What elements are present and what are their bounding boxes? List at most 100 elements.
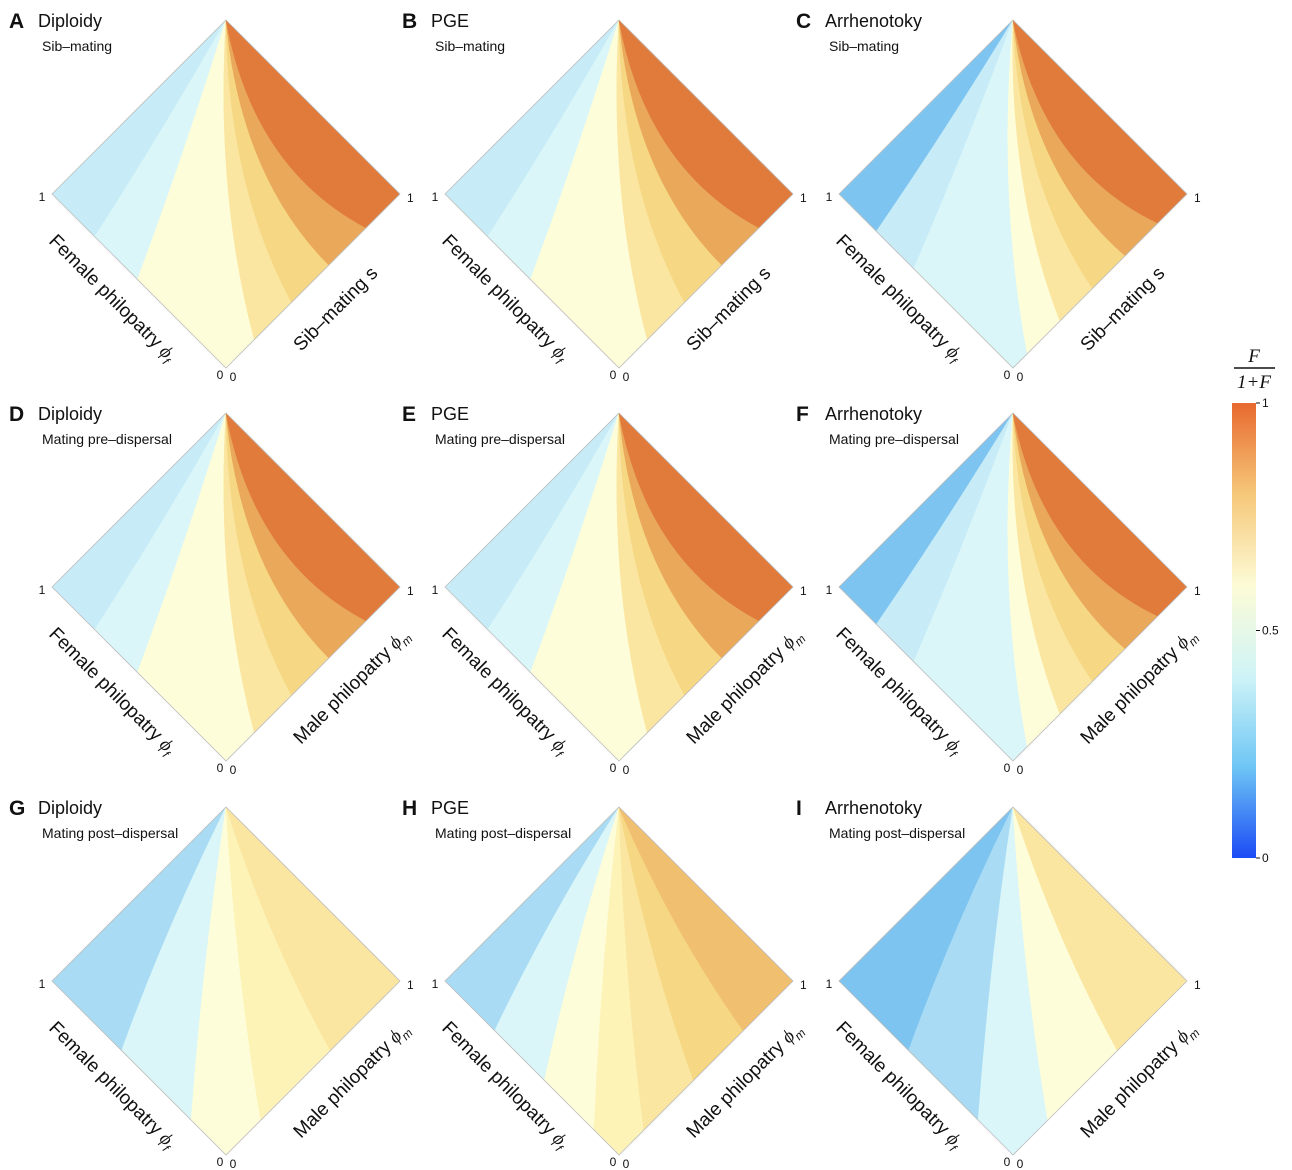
left-axis-tick-max: 1: [432, 977, 439, 991]
diamond-frame: [838, 19, 1188, 369]
left-axis-tick-max: 1: [39, 190, 46, 204]
diamond-frame: [838, 412, 1188, 762]
colorbar-ticks: 10.50: [1256, 396, 1279, 865]
panel-letter: B: [402, 10, 417, 33]
left-axis-tick-max: 1: [826, 977, 833, 991]
panel-letter: I: [796, 797, 802, 820]
panel-title: Diploidy: [38, 798, 102, 818]
heatmap-bands: [839, 20, 1187, 368]
colorbar-title-denominator: 1+F: [1237, 372, 1271, 393]
left-axis-tick-max: 1: [432, 190, 439, 204]
colorbar-tick-label: 1: [1262, 396, 1269, 410]
heatmap-bands: [52, 20, 400, 368]
left-axis-tick-min: 0: [1004, 368, 1011, 382]
panel-subtitle: Sib–mating: [42, 38, 112, 54]
heatmap-band: [618, 807, 793, 1032]
right-axis-tick-max: 1: [800, 584, 807, 598]
right-axis-tick-min: 0: [230, 1157, 237, 1170]
left-axis-tick-min: 0: [1004, 1155, 1011, 1169]
heatmap-band: [225, 807, 400, 1052]
right-axis-tick-min: 0: [623, 763, 630, 777]
diamond-frame: [444, 412, 794, 762]
left-axis-tick-min: 0: [610, 368, 617, 382]
panel-title: Diploidy: [38, 11, 102, 31]
panel-letter: C: [796, 10, 811, 33]
heatmap-band: [1012, 20, 1187, 224]
heatmap-bands: [445, 807, 793, 1155]
panel-letter: D: [9, 403, 24, 426]
right-axis-tick-min: 0: [1017, 763, 1024, 777]
heatmap-band: [618, 413, 793, 622]
right-axis-tick-max: 1: [1194, 978, 1201, 992]
left-axis-tick-min: 0: [217, 761, 224, 775]
heatmap-band: [225, 413, 400, 622]
right-axis-tick-min: 0: [230, 370, 237, 384]
right-axis-tick-max: 1: [1194, 191, 1201, 205]
diamond-frame: [51, 19, 401, 369]
right-axis-tick-min: 0: [1017, 1157, 1024, 1170]
colorbar-title-numerator: F: [1247, 346, 1260, 367]
panel-subtitle: Mating post–dispersal: [829, 825, 965, 841]
panel-subtitle: Mating post–dispersal: [42, 825, 178, 841]
right-axis-tick-max: 1: [800, 978, 807, 992]
panel-subtitle: Mating post–dispersal: [435, 825, 571, 841]
right-axis-tick-max: 1: [800, 191, 807, 205]
left-axis-tick-min: 0: [217, 1155, 224, 1169]
heatmap-band: [225, 20, 400, 229]
right-axis-tick-min: 0: [623, 1157, 630, 1170]
panel-subtitle: Mating pre–dispersal: [42, 431, 172, 447]
left-axis-tick-min: 0: [610, 1155, 617, 1169]
right-axis-tick-min: 0: [1017, 370, 1024, 384]
right-axis-tick-min: 0: [230, 763, 237, 777]
panel-letter: E: [402, 403, 416, 426]
left-axis-tick-max: 1: [826, 190, 833, 204]
heatmap-band: [618, 20, 793, 229]
diamond-frame: [51, 806, 401, 1156]
right-axis-tick-max: 1: [407, 584, 414, 598]
panel-letter: F: [796, 403, 809, 426]
left-axis-tick-max: 1: [826, 583, 833, 597]
right-axis-tick-min: 0: [623, 370, 630, 384]
heatmap-band: [1012, 413, 1187, 617]
right-axis-tick-max: 1: [1194, 584, 1201, 598]
panel-letter: A: [9, 10, 24, 33]
left-axis-tick-min: 0: [610, 761, 617, 775]
heatmap-bands: [839, 413, 1187, 761]
left-axis-tick-max: 1: [432, 583, 439, 597]
diamond-frame: [444, 806, 794, 1156]
diamond-frame: [51, 412, 401, 762]
heatmap-bands: [839, 807, 1187, 1155]
panel-subtitle: Mating pre–dispersal: [435, 431, 565, 447]
panel-title: PGE: [431, 404, 469, 424]
heatmap-bands: [445, 413, 793, 761]
diamond-frame: [444, 19, 794, 369]
colorbar-tick-label: 0.5: [1262, 624, 1279, 638]
colorbar-legend: F 1+F 10.50: [1232, 346, 1279, 865]
panel-letter: G: [9, 797, 25, 820]
right-axis-tick-max: 1: [407, 978, 414, 992]
diamond-frame: [838, 806, 1188, 1156]
panel-title: Diploidy: [38, 404, 102, 424]
colorbar-gradient: [1232, 403, 1256, 858]
left-axis-tick-max: 1: [39, 583, 46, 597]
heatmap-band: [1012, 807, 1187, 1052]
panel-title: Arrhenotoky: [825, 11, 922, 31]
heatmap-bands: [52, 807, 400, 1155]
left-axis-tick-min: 0: [217, 368, 224, 382]
panel-title: PGE: [431, 798, 469, 818]
heatmap-bands: [445, 20, 793, 368]
heatmap-bands: [52, 413, 400, 761]
right-axis-tick-max: 1: [407, 191, 414, 205]
colorbar-tick-label: 0: [1262, 851, 1269, 865]
panel-title: Arrhenotoky: [825, 404, 922, 424]
